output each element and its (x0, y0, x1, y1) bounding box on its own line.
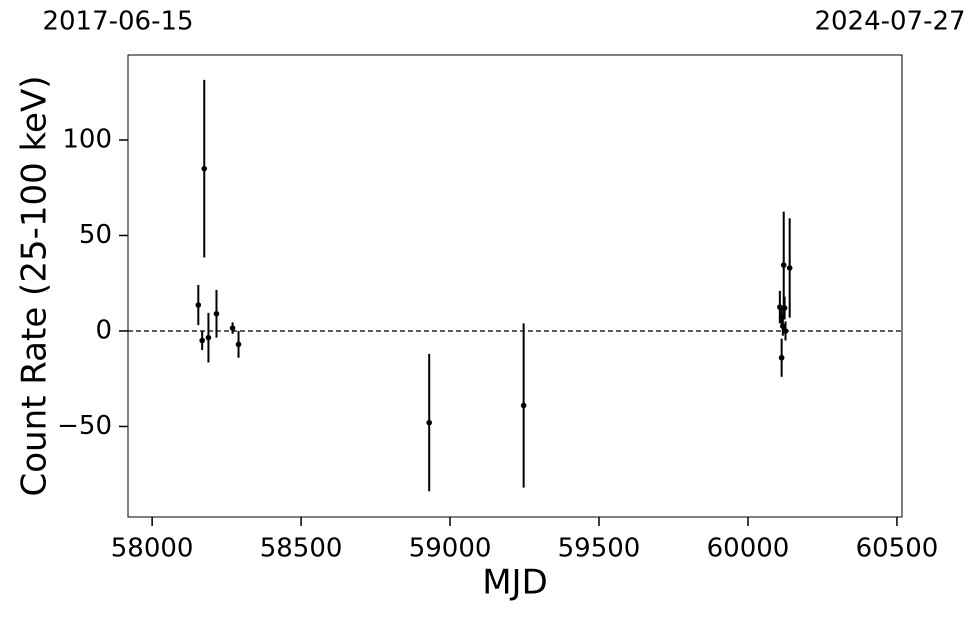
start-date-label: 2017-06-15 (42, 7, 193, 37)
data-point (786, 265, 793, 271)
data-point (426, 419, 432, 426)
x-tick-label: 60500 (856, 534, 939, 564)
data-point (195, 302, 202, 308)
x-tick-label: 60000 (707, 534, 790, 564)
data-point (205, 334, 212, 341)
y-tick-label: 0 (95, 315, 112, 345)
x-axis-label: MJD (482, 563, 548, 603)
x-tick-label: 59000 (409, 534, 492, 564)
y-tick-label: −50 (57, 411, 112, 441)
y-tick-label: 50 (79, 220, 112, 250)
plot-frame (127, 54, 903, 518)
data-point (213, 310, 220, 317)
data-point (199, 337, 205, 344)
data-point (201, 165, 208, 172)
data-point (782, 328, 789, 334)
data-point (780, 262, 787, 268)
y-tick-label: 100 (62, 124, 112, 154)
end-date-label: 2024-07-27 (814, 7, 965, 37)
data-point (229, 325, 236, 331)
data-point (780, 323, 786, 330)
data-point (235, 341, 242, 348)
x-tick-label: 59500 (558, 534, 641, 564)
data-point (778, 354, 785, 361)
data-point (520, 402, 527, 409)
x-tick-label: 58000 (111, 534, 194, 564)
x-tick-label: 58500 (260, 534, 343, 564)
data-point (781, 305, 788, 311)
y-axis-label: Count Rate (25-100 keV) (15, 76, 55, 497)
